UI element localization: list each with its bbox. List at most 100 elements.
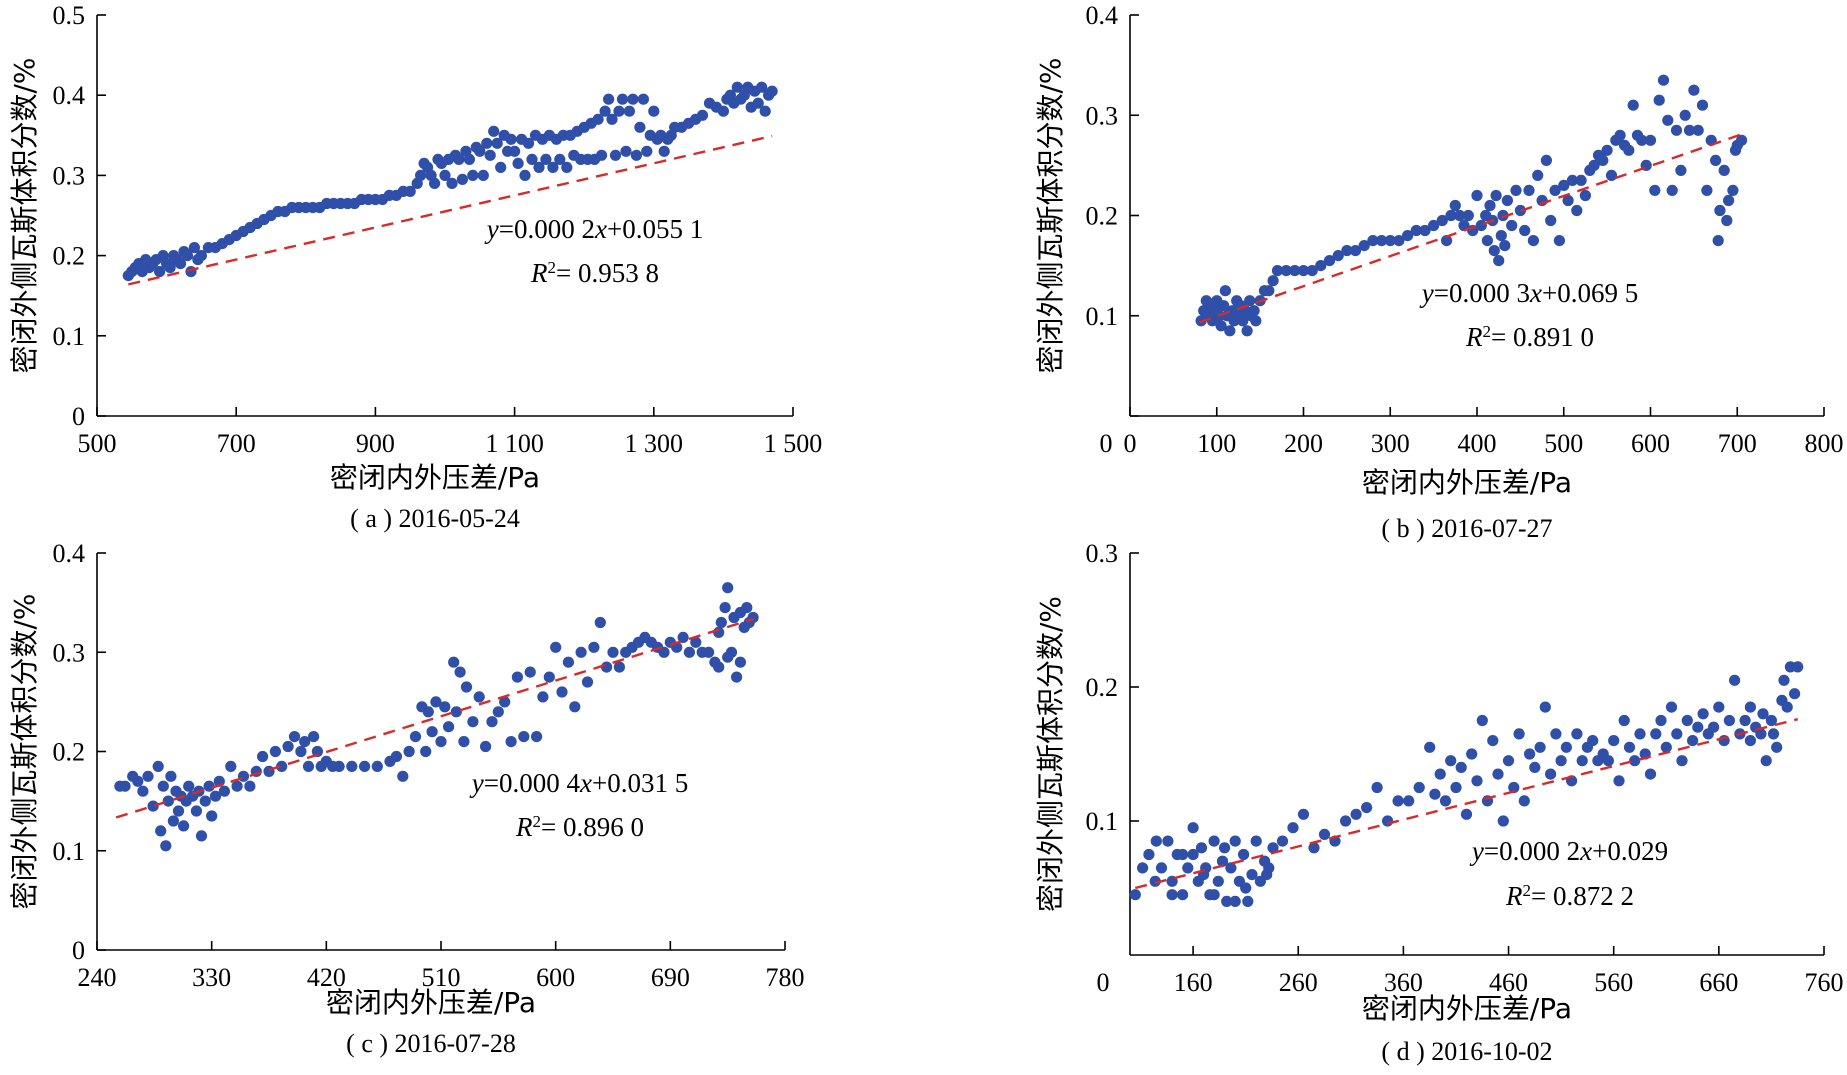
- data-point: [722, 582, 734, 594]
- data-point: [1495, 230, 1507, 242]
- y-tick-label: 0.2: [1086, 202, 1119, 231]
- data-point: [512, 157, 524, 169]
- y-axis-label: 密闭外侧瓦斯体积分数/%: [8, 593, 41, 909]
- data-point: [429, 177, 441, 189]
- data-point: [1529, 761, 1541, 774]
- data-point: [1229, 835, 1241, 847]
- data-point: [627, 93, 639, 105]
- data-point: [1221, 895, 1233, 908]
- data-point: [508, 145, 521, 157]
- data-point: [1287, 822, 1299, 834]
- data-point: [1566, 174, 1578, 186]
- x-tick-label: 360: [1384, 968, 1423, 997]
- x-tick-label: 690: [651, 963, 690, 992]
- data-point: [1419, 224, 1431, 237]
- data-point: [537, 691, 549, 703]
- data-point: [620, 145, 632, 157]
- data-point: [1367, 235, 1379, 247]
- data-point: [505, 133, 517, 145]
- data-point: [403, 745, 415, 758]
- y-tick-label: 0.3: [1086, 539, 1119, 568]
- data-point: [132, 775, 144, 787]
- data-point: [1666, 184, 1678, 196]
- data-point: [183, 780, 195, 792]
- data-point: [167, 815, 179, 827]
- data-point: [474, 145, 486, 157]
- data-point: [1497, 209, 1509, 222]
- data-point: [1744, 735, 1756, 747]
- origin-label: 0: [1097, 968, 1110, 997]
- data-point: [1137, 862, 1149, 874]
- y-tick-label: 0.1: [53, 322, 86, 351]
- data-point: [1237, 315, 1249, 327]
- data-point: [1579, 189, 1591, 202]
- data-point: [430, 696, 442, 708]
- data-point: [473, 691, 485, 703]
- x-tick-label: 760: [1805, 968, 1844, 997]
- data-point: [154, 266, 166, 278]
- data-point: [1441, 235, 1453, 247]
- y-tick-label: 0.3: [53, 161, 86, 190]
- data-point: [165, 770, 177, 782]
- x-tick-label: 460: [1489, 968, 1528, 997]
- y-tick-label: 0.3: [53, 638, 86, 667]
- data-point: [1550, 728, 1562, 740]
- data-point: [1723, 714, 1735, 727]
- data-point: [1527, 235, 1539, 247]
- data-point: [1155, 862, 1168, 874]
- data-point: [1315, 260, 1327, 272]
- data-point: [1675, 164, 1687, 176]
- data-point: [1306, 265, 1318, 277]
- data-point: [1755, 728, 1767, 740]
- data-point: [1560, 741, 1572, 753]
- data-point: [225, 760, 237, 773]
- data-point: [448, 656, 460, 668]
- data-point: [592, 113, 604, 125]
- data-point: [491, 137, 503, 149]
- data-point: [420, 745, 432, 758]
- data-point: [1208, 889, 1220, 901]
- data-point: [1549, 184, 1561, 196]
- data-point: [426, 726, 438, 738]
- data-point: [164, 262, 176, 274]
- data-point: [1224, 325, 1236, 337]
- data-point: [1280, 265, 1292, 277]
- data-point: [1393, 235, 1405, 247]
- x-tick-label: 0: [1124, 429, 1137, 458]
- data-point: [1392, 795, 1404, 807]
- data-point: [1555, 755, 1567, 767]
- data-point: [1771, 741, 1783, 753]
- data-point: [1434, 768, 1446, 780]
- data-point: [1545, 768, 1557, 780]
- data-point: [511, 671, 523, 683]
- data-point: [1792, 661, 1804, 673]
- data-point: [1212, 875, 1224, 887]
- data-point: [734, 656, 747, 668]
- data-point: [658, 646, 670, 658]
- data-point: [658, 145, 670, 157]
- data-point: [1712, 235, 1724, 247]
- data-point: [467, 169, 479, 181]
- data-point: [1497, 815, 1509, 827]
- data-point: [533, 161, 545, 173]
- x-tick-label: 420: [307, 963, 346, 992]
- data-point: [206, 810, 218, 822]
- x-tick-label: 510: [422, 963, 461, 992]
- data-point: [1297, 808, 1310, 820]
- data-point: [1714, 204, 1726, 217]
- data-point: [492, 706, 504, 718]
- data-point: [484, 149, 496, 161]
- data-point: [1349, 245, 1362, 257]
- data-point: [759, 105, 771, 117]
- data-point: [1513, 728, 1525, 740]
- data-point: [547, 161, 559, 173]
- data-point: [397, 770, 409, 782]
- data-point: [1436, 214, 1448, 227]
- y-axis-label: 密闭外侧瓦斯体积分数/%: [1034, 596, 1067, 912]
- data-point: [172, 805, 185, 817]
- data-point: [282, 740, 294, 753]
- data-point: [162, 795, 174, 807]
- data-point: [1332, 250, 1344, 262]
- data-point: [1218, 300, 1230, 312]
- data-point: [731, 81, 743, 93]
